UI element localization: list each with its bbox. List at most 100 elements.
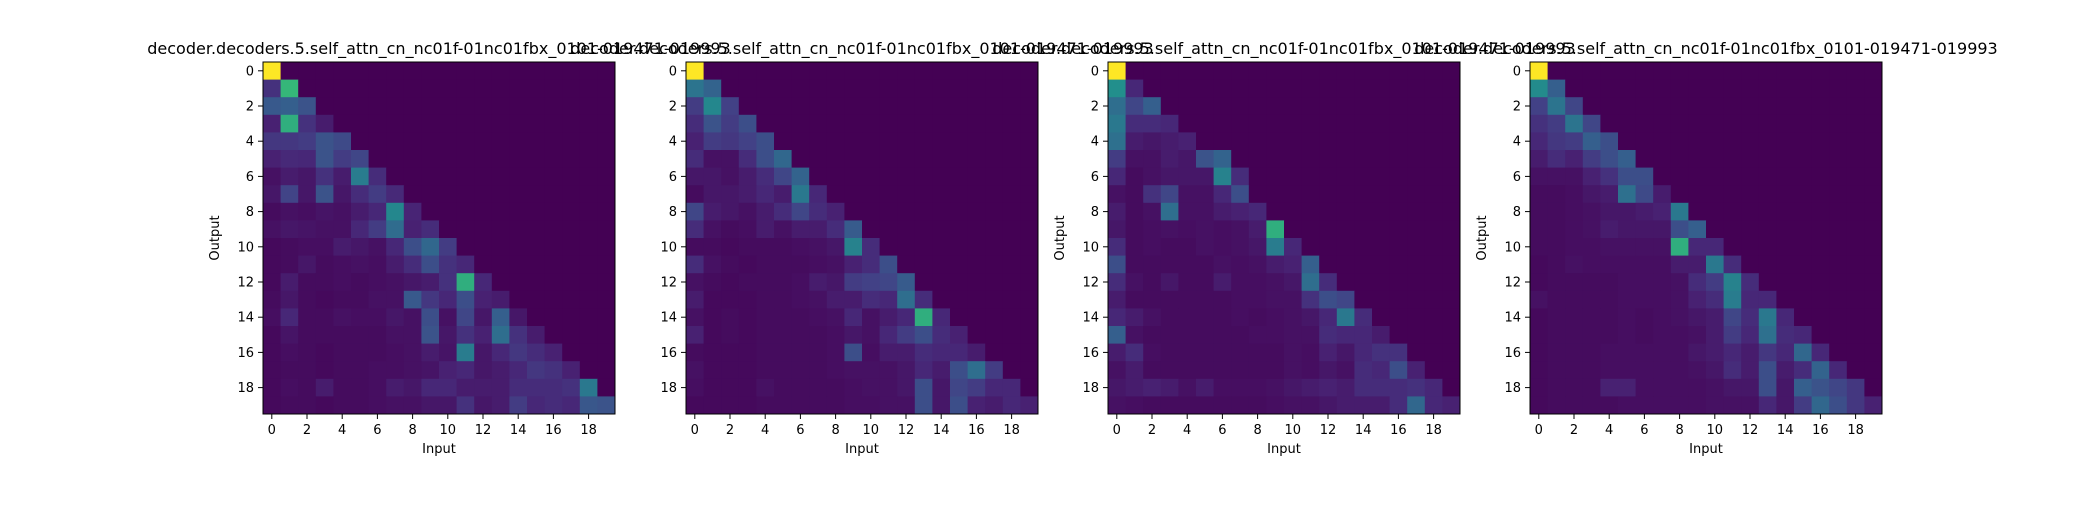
heatmap-cell — [1794, 167, 1812, 186]
heatmap-cell — [368, 308, 387, 327]
heatmap-cell — [1002, 185, 1021, 204]
heatmap-cell — [1213, 150, 1232, 168]
heatmap-cell — [1618, 97, 1636, 116]
y-tick-label: 0 — [1091, 64, 1099, 79]
heatmap-cell — [368, 185, 387, 204]
heatmap-cell — [1582, 220, 1601, 239]
heatmap-cell — [1389, 396, 1408, 415]
heatmap-cell — [456, 62, 475, 80]
heatmap-cell — [721, 114, 740, 133]
y-tick-label: 10 — [660, 240, 677, 255]
heatmap-cell — [509, 79, 528, 98]
heatmap-cell — [1336, 132, 1355, 151]
heatmap-cell — [844, 326, 863, 344]
heatmap-cell — [1248, 290, 1267, 309]
heatmap-cell — [1723, 62, 1742, 80]
heatmap-cell — [985, 396, 1004, 415]
heatmap-cell — [1864, 62, 1883, 80]
heatmap-cell — [562, 326, 581, 344]
heatmap-cell — [1600, 308, 1619, 327]
heatmap-cell — [862, 343, 880, 362]
heatmap-cell — [1372, 114, 1390, 133]
y-tick-label: 8 — [1513, 205, 1521, 220]
heatmap-cell — [491, 343, 510, 362]
heatmap-cell — [862, 202, 880, 221]
heatmap-cell — [456, 185, 475, 204]
heatmap-cell — [263, 79, 281, 98]
heatmap-cell — [1319, 220, 1338, 239]
heatmap-cell — [774, 150, 792, 168]
heatmap-cell — [914, 361, 933, 380]
heatmap-cell — [1758, 202, 1777, 221]
y-tick-label: 16 — [237, 346, 254, 361]
heatmap-cell — [1723, 132, 1742, 151]
heatmap-cell — [1600, 167, 1619, 186]
heatmap-cell — [263, 238, 281, 256]
y-tick-label: 18 — [1082, 381, 1099, 396]
heatmap-cell — [826, 79, 845, 98]
heatmap-cell — [1688, 290, 1707, 309]
heatmap-cell — [1020, 308, 1039, 327]
heatmap-cell — [879, 62, 898, 80]
heatmap-cell — [597, 62, 616, 80]
heatmap-cell — [950, 238, 968, 256]
heatmap-cell — [1266, 290, 1285, 309]
heatmap-cell — [791, 378, 810, 397]
heatmap-cell — [509, 361, 528, 380]
heatmap-cell — [756, 202, 775, 221]
heatmap-cell — [597, 185, 616, 204]
heatmap-cell — [1618, 326, 1636, 344]
heatmap-cell — [1811, 62, 1830, 80]
heatmap-cell — [1002, 238, 1021, 256]
heatmap-cell — [1178, 255, 1197, 274]
heatmap-cell — [897, 97, 916, 116]
heatmap-cell — [544, 202, 563, 221]
heatmap-cell — [1670, 220, 1689, 239]
heatmap-cell — [280, 132, 299, 151]
heatmap-cell — [1706, 361, 1724, 380]
heatmap-cell — [721, 202, 740, 221]
heatmap-cell — [368, 79, 387, 98]
heatmap-cell — [1020, 79, 1039, 98]
x-tick-label: 8 — [1675, 423, 1683, 438]
heatmap-cell — [1372, 378, 1390, 397]
heatmap-cell — [1372, 273, 1390, 292]
heatmap-cell — [333, 396, 352, 415]
heatmap-cell — [1741, 202, 1760, 221]
heatmap-cell — [509, 167, 528, 186]
heatmap-cell — [1336, 273, 1355, 292]
heatmap-cell — [862, 273, 880, 292]
heatmap-cell — [1143, 343, 1162, 362]
heatmap-cell — [1266, 62, 1285, 80]
heatmap-cell — [1213, 396, 1232, 415]
heatmap-cell — [1530, 167, 1548, 186]
heatmap-cell — [1846, 97, 1865, 116]
heatmap-cell — [1530, 343, 1548, 362]
heatmap-cell — [738, 378, 757, 397]
heatmap-cell — [298, 378, 317, 397]
heatmap-cell — [703, 255, 722, 274]
heatmap-cell — [1706, 114, 1724, 133]
heatmap-cell — [597, 220, 616, 239]
heatmap-cell — [1407, 220, 1426, 239]
heatmap-cell — [844, 185, 863, 204]
heatmap-cell — [862, 290, 880, 309]
heatmap-cell — [1336, 308, 1355, 327]
heatmap-cell — [474, 202, 493, 221]
heatmap-cell — [403, 97, 422, 116]
heatmap-cell — [1231, 255, 1250, 274]
heatmap-cell — [562, 62, 581, 80]
heatmap-cell — [1372, 290, 1390, 309]
heatmap-cell — [1319, 290, 1338, 309]
heatmap-cell — [1196, 202, 1214, 221]
heatmap-cell — [491, 273, 510, 292]
heatmap-cell — [1284, 343, 1302, 362]
heatmap-cell — [1160, 326, 1179, 344]
heatmap-cell — [1284, 220, 1302, 239]
heatmap-cell — [1143, 62, 1162, 80]
heatmap-cell — [1776, 167, 1795, 186]
heatmap-cell — [1354, 167, 1373, 186]
heatmap-cell — [1829, 396, 1848, 415]
heatmap-cell — [1389, 378, 1408, 397]
heatmap-cell — [368, 290, 387, 309]
